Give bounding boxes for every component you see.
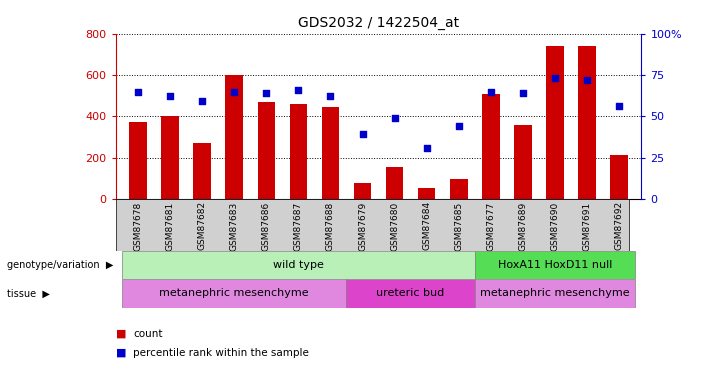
Bar: [578, 46, 596, 199]
Text: GSM87691: GSM87691: [583, 201, 592, 250]
Bar: [257, 102, 275, 199]
Bar: [290, 104, 307, 199]
Bar: [346, 279, 475, 308]
Point: [550, 75, 561, 81]
Text: GSM87677: GSM87677: [486, 201, 495, 250]
Text: GSM87686: GSM87686: [262, 201, 271, 250]
Text: GSM87682: GSM87682: [198, 201, 207, 250]
Point: [357, 131, 368, 137]
Text: tissue  ▶: tissue ▶: [7, 288, 50, 298]
Bar: [475, 279, 635, 308]
Text: GSM87684: GSM87684: [422, 201, 431, 250]
Text: GSM87683: GSM87683: [230, 201, 239, 250]
Text: GSM87690: GSM87690: [550, 201, 559, 250]
Bar: [122, 279, 346, 308]
Title: GDS2032 / 1422504_at: GDS2032 / 1422504_at: [298, 16, 459, 30]
Bar: [161, 116, 179, 199]
Point: [132, 88, 144, 94]
Text: GSM87687: GSM87687: [294, 201, 303, 250]
Bar: [450, 179, 468, 199]
Point: [389, 115, 400, 121]
Bar: [322, 107, 339, 199]
Point: [293, 87, 304, 93]
Point: [581, 77, 592, 83]
Text: GSM87689: GSM87689: [518, 201, 527, 250]
Bar: [226, 75, 243, 199]
Bar: [122, 251, 475, 279]
Point: [261, 90, 272, 96]
Text: count: count: [133, 329, 163, 339]
Text: ureteric bud: ureteric bud: [376, 288, 444, 298]
Text: wild type: wild type: [273, 260, 324, 270]
Point: [229, 88, 240, 94]
Point: [517, 90, 529, 96]
Text: ■: ■: [116, 329, 126, 339]
Text: metanephric mesenchyme: metanephric mesenchyme: [159, 288, 309, 298]
Text: GSM87681: GSM87681: [165, 201, 175, 250]
Point: [196, 98, 207, 104]
Text: metanephric mesenchyme: metanephric mesenchyme: [480, 288, 629, 298]
Bar: [514, 124, 531, 199]
Bar: [482, 94, 500, 199]
Text: GSM87678: GSM87678: [134, 201, 142, 250]
Bar: [610, 155, 628, 199]
Text: GSM87692: GSM87692: [615, 201, 623, 250]
Text: genotype/variation  ▶: genotype/variation ▶: [7, 260, 114, 270]
Bar: [418, 188, 435, 199]
Point: [165, 93, 176, 99]
Point: [613, 104, 625, 110]
Point: [421, 145, 433, 151]
Text: percentile rank within the sample: percentile rank within the sample: [133, 348, 309, 357]
Text: GSM87680: GSM87680: [390, 201, 399, 250]
Text: GSM87685: GSM87685: [454, 201, 463, 250]
Point: [453, 123, 464, 129]
Text: GSM87679: GSM87679: [358, 201, 367, 250]
Text: HoxA11 HoxD11 null: HoxA11 HoxD11 null: [498, 260, 612, 270]
Text: ■: ■: [116, 348, 126, 357]
Point: [485, 88, 496, 94]
Bar: [475, 251, 635, 279]
Bar: [546, 46, 564, 199]
Bar: [193, 143, 211, 199]
Text: GSM87688: GSM87688: [326, 201, 335, 250]
Bar: [129, 123, 147, 199]
Bar: [386, 167, 403, 199]
Bar: [354, 183, 372, 199]
Point: [325, 93, 336, 99]
